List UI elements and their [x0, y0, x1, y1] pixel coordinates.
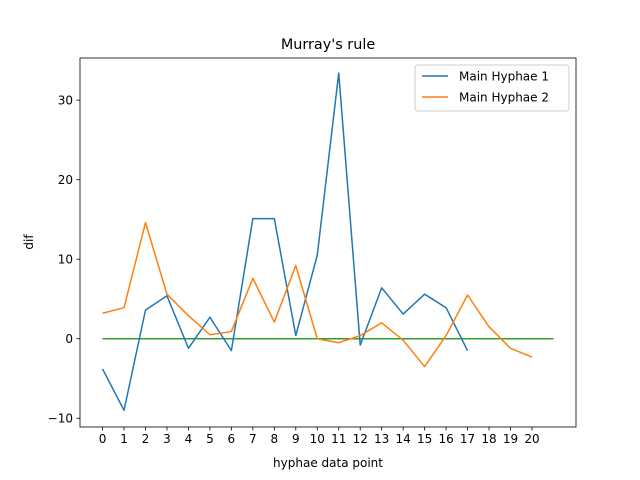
series-line-2: [102, 221, 533, 368]
chart-title: Murray's rule: [281, 37, 376, 53]
legend-box: [414, 64, 570, 112]
x-tick-label: 16: [438, 432, 453, 446]
y-tick-label: 30: [58, 93, 73, 107]
x-tick-label: 19: [503, 432, 518, 446]
x-tick-label: 7: [249, 432, 257, 446]
axes-frame: [79, 57, 577, 428]
x-tick-label: 2: [142, 432, 150, 446]
y-tick-label: 20: [58, 173, 73, 187]
x-tick-label: 9: [292, 432, 300, 446]
x-tick-label: 15: [417, 432, 432, 446]
legend-label-1: Main Hyphae 1: [459, 69, 549, 83]
x-tick-label: 6: [228, 432, 236, 446]
x-tick-label: 8: [271, 432, 279, 446]
x-tick-label: 13: [374, 432, 389, 446]
y-tick-label: 0: [65, 332, 73, 346]
x-tick-label: 20: [524, 432, 539, 446]
x-tick-label: 10: [310, 432, 325, 446]
x-axis-label: hyphae data point: [273, 456, 383, 470]
x-tick-label: 11: [331, 432, 346, 446]
x-tick-label: 5: [206, 432, 214, 446]
legend-label-2: Main Hyphae 2: [459, 90, 549, 104]
y-axis-label: dif: [22, 234, 36, 250]
x-tick-label: 1: [120, 432, 128, 446]
y-tick-label: −10: [48, 412, 73, 426]
y-tick-label: 10: [58, 253, 73, 267]
x-tick-label: 14: [396, 432, 411, 446]
x-tick-label: 17: [460, 432, 475, 446]
plot-area: 0 1 2 3 4 5 6 7 8 9 10 11 12 13 14 15 16 17 18 19 20−1001020…: [48, 57, 577, 446]
x-tick-label: 12: [353, 432, 368, 446]
x-tick-label: 18: [481, 432, 496, 446]
x-tick-label: 0: [99, 432, 107, 446]
series-line-1: [101, 72, 469, 412]
x-tick-label: 3: [163, 432, 171, 446]
x-tick-label: 4: [185, 432, 193, 446]
